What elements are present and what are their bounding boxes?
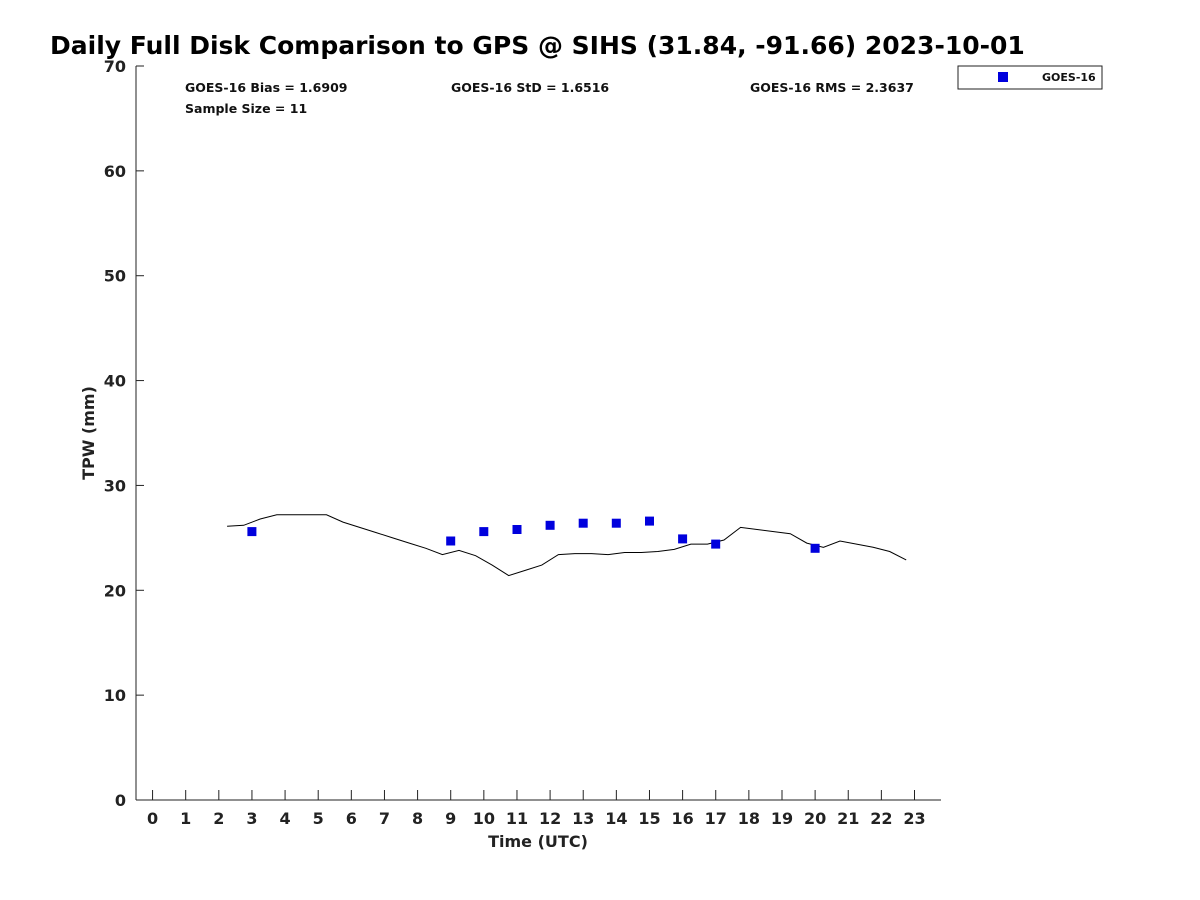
y-ticks: 0 10 20 30 40 50 60 70 [104,57,144,810]
x-tick-label: 11 [506,809,528,828]
x-tick-label: 7 [379,809,390,828]
data-point [247,527,257,537]
data-point [645,516,654,526]
y-tick-label: 30 [104,476,126,495]
data-point [578,518,588,528]
data-point [678,534,688,544]
data-point [711,539,721,549]
x-tick-label: 23 [903,809,925,828]
x-ticks: 0 1 2 3 4 5 6 7 8 9 10 11 12 13 14 15 16 17 18 19 20 21 22 23 [147,790,926,828]
axes [135,66,941,801]
goes16-scatter-series [247,516,820,553]
x-tick-label: 16 [671,809,693,828]
y-tick-label: 40 [104,372,126,391]
x-tick-label: 0 [147,809,158,828]
x-tick-label: 15 [638,809,660,828]
x-tick-label: 4 [280,809,291,828]
y-tick-label: 10 [104,686,126,705]
x-tick-label: 5 [313,809,324,828]
x-tick-label: 20 [804,809,826,828]
y-tick-label: 50 [104,267,126,286]
data-point [810,543,820,553]
legend-marker-square [998,72,1008,82]
stats-annotations: GOES-16 Bias = 1.6909 GOES-16 StD = 1.65… [185,80,914,116]
y-axis-label: TPW (mm) [79,386,98,480]
x-tick-label: 13 [572,809,594,828]
x-tick-label: 21 [837,809,859,828]
legend-box [957,65,1103,90]
gps-line [227,514,907,577]
legend-label: GOES-16 [1042,71,1096,84]
x-axis-label: Time (UTC) [488,832,588,851]
data-point [512,525,522,534]
y-tick-label: 20 [104,581,126,600]
data-point [479,527,489,537]
legend: GOES-16 [957,65,1103,90]
x-tick-label: 1 [180,809,191,828]
x-tick-label: 10 [473,809,495,828]
x-tick-label: 2 [213,809,224,828]
data-point [545,520,555,530]
x-tick-label: 9 [445,809,456,828]
x-tick-label: 3 [246,809,257,828]
x-tick-label: 6 [346,809,357,828]
gps-line-series [227,514,907,577]
chart-title: Daily Full Disk Comparison to GPS @ SIHS… [50,31,1025,60]
x-tick-label: 17 [705,809,727,828]
stat-rms: GOES-16 RMS = 2.3637 [750,80,914,95]
x-tick-label: 19 [771,809,793,828]
x-tick-label: 14 [605,809,627,828]
stat-bias: GOES-16 Bias = 1.6909 [185,80,347,95]
stat-std: GOES-16 StD = 1.6516 [451,80,609,95]
x-tick-label: 12 [539,809,561,828]
y-tick-label: 0 [115,791,126,810]
x-tick-label: 22 [870,809,892,828]
y-tick-label: 60 [104,162,126,181]
x-tick-label: 18 [738,809,760,828]
x-tick-label: 8 [412,809,423,828]
stat-sample-size: Sample Size = 11 [185,101,307,116]
data-point [611,518,621,528]
data-point [446,536,456,546]
y-tick-label: 70 [104,57,126,76]
